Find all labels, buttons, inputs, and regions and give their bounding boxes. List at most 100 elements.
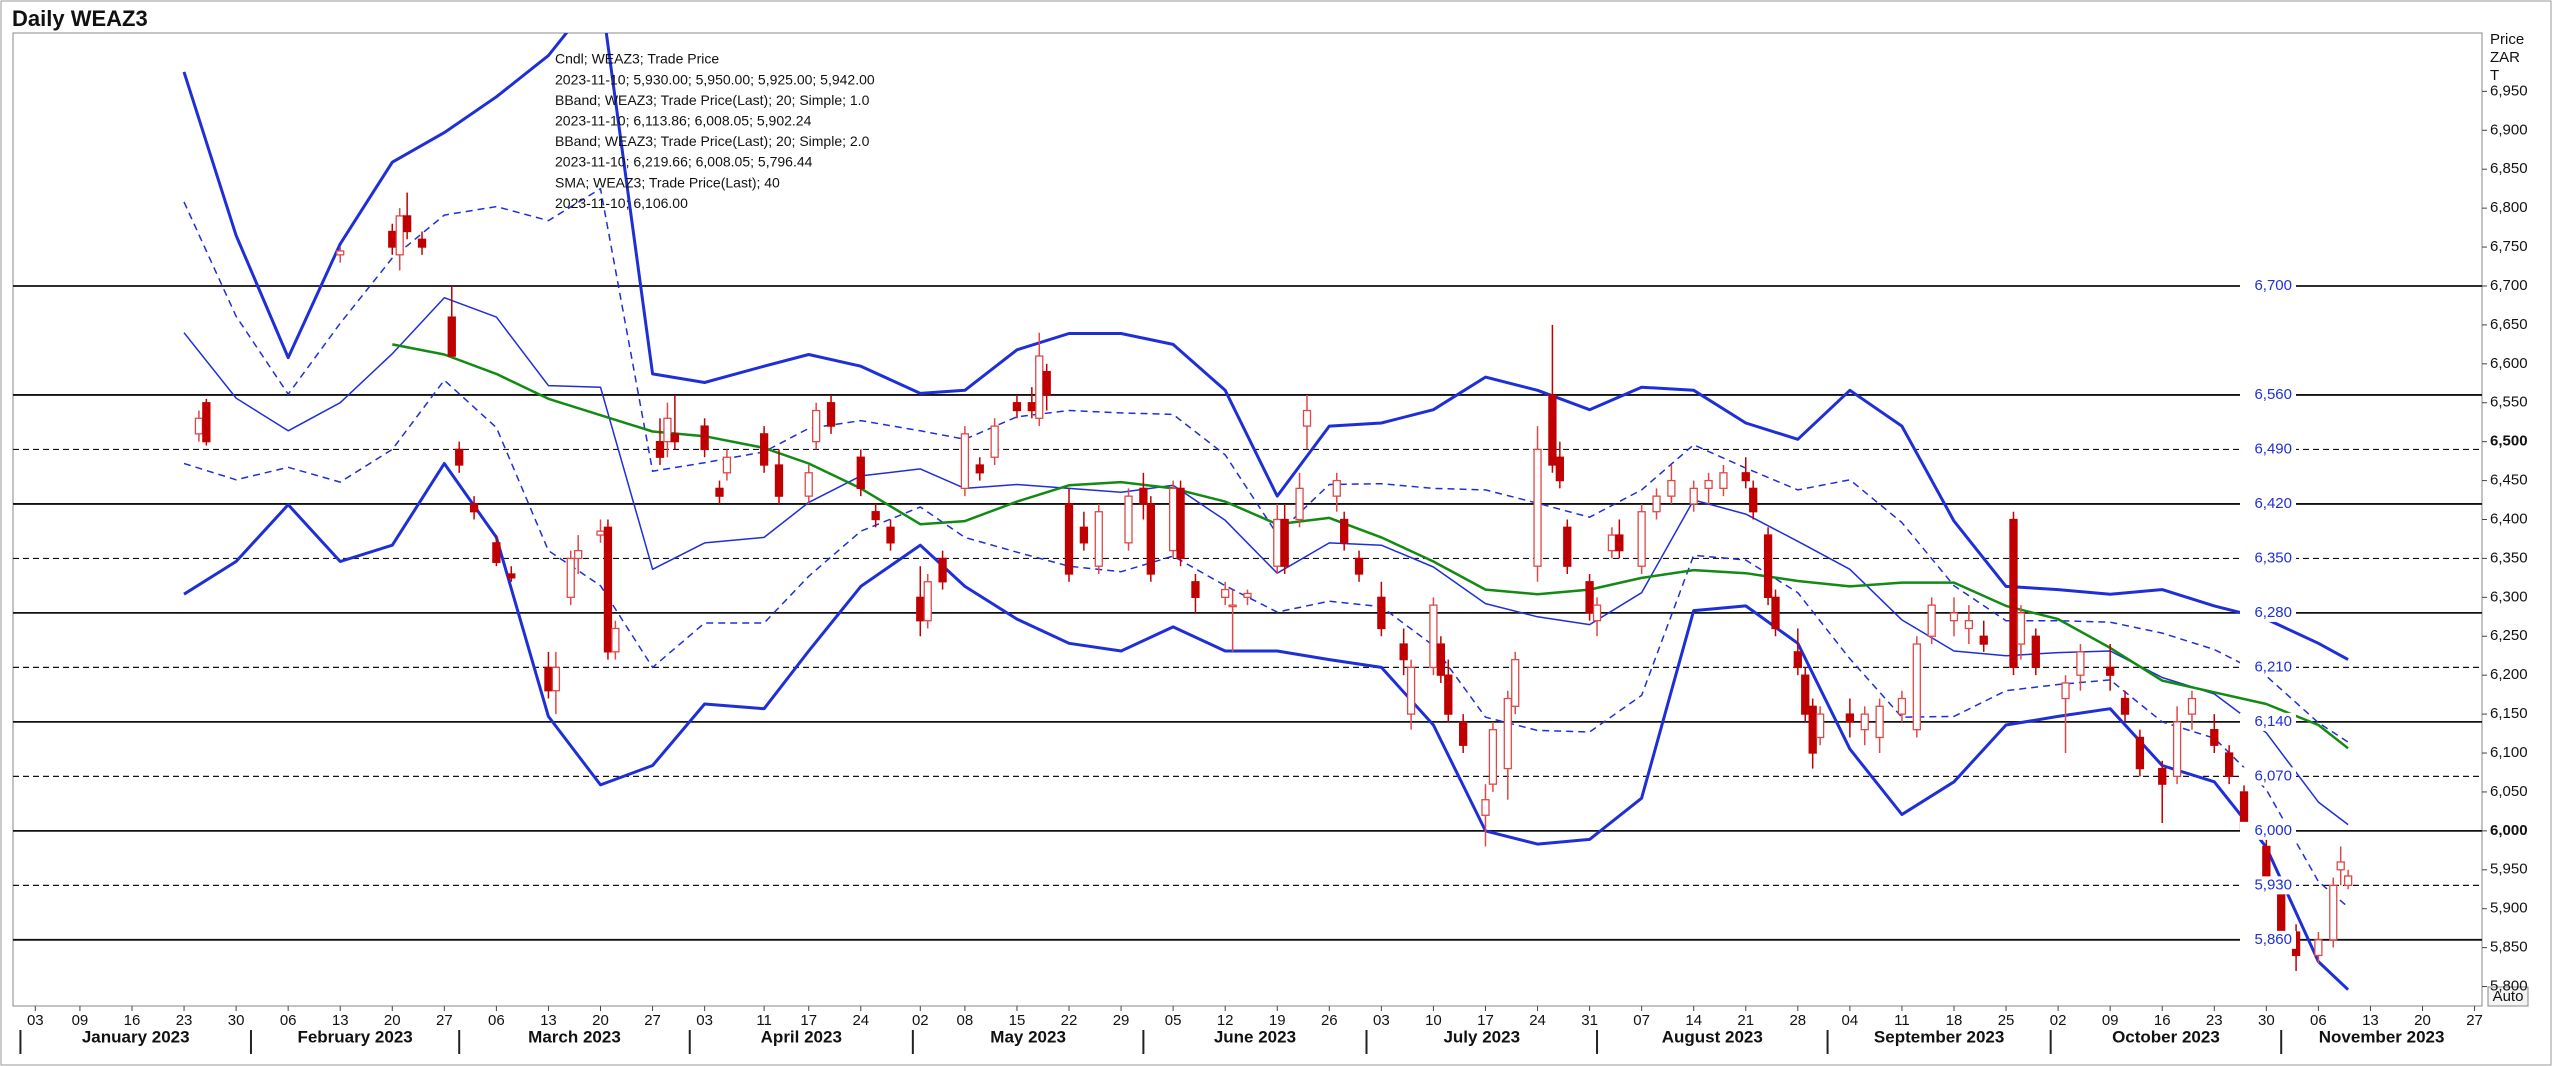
y-tick-label: 6,600 [2490, 355, 2528, 372]
candle-body [1488, 729, 1498, 785]
x-tick-label: 08 [957, 1012, 974, 1029]
y-tick-label: 6,900 [2490, 121, 2528, 138]
candle-body [916, 596, 925, 622]
x-tick-label: 25 [1998, 1012, 2015, 1029]
candle-body [2336, 861, 2345, 871]
candle-body [2225, 752, 2234, 778]
legend-entry: SMA; WEAZ3; Trade Price(Last); 40 [555, 174, 780, 190]
candle-body [1124, 495, 1133, 544]
candle-body [1273, 518, 1282, 567]
candle-body [856, 456, 865, 490]
candle-body [715, 487, 724, 497]
x-tick-label: 17 [800, 1012, 817, 1029]
candle-body [1555, 456, 1564, 482]
candle-body [1607, 534, 1617, 552]
candle-body [1667, 479, 1676, 497]
x-tick-label: 20 [384, 1012, 401, 1029]
auto-button[interactable] [2487, 986, 2529, 1007]
x-tick-label: 30 [228, 1012, 245, 1029]
y-tick-label: 6,150 [2490, 705, 2528, 722]
candle-body [1801, 674, 1810, 715]
x-tick-label: 27 [2466, 1012, 2483, 1029]
candle-body [1027, 402, 1036, 412]
candle-body [1436, 643, 1446, 676]
y-tick-label: 6,850 [2490, 160, 2528, 177]
legend-entry: 2023-11-10; 6,106.00 [555, 195, 688, 211]
axis-label: ZAR [2490, 49, 2520, 66]
axis-label: Price [2490, 31, 2524, 48]
level-label: 5,860 [2254, 931, 2292, 948]
y-tick-label: 6,550 [2490, 394, 2528, 411]
level-label-bg [2240, 821, 2296, 840]
candle-body [1771, 596, 1780, 630]
candle-body [336, 250, 345, 256]
x-tick-label: 03 [1373, 1012, 1390, 1029]
x-tick-label: 29 [1113, 1012, 1130, 1029]
level-label: 6,140 [2254, 713, 2292, 730]
y-tick-label: 6,700 [2490, 277, 2528, 294]
indicator-line [183, 379, 2349, 908]
x-tick-label: 06 [2310, 1012, 2327, 1029]
x-tick-label: 22 [1061, 1012, 1078, 1029]
level-label: 6,000 [2254, 822, 2292, 839]
indicator-line [183, 462, 2350, 991]
candle-body [655, 441, 665, 458]
candle-body [2187, 697, 2197, 715]
x-tick-label: 03 [27, 1012, 44, 1029]
x-tick-label: 09 [2102, 1012, 2119, 1029]
candle-body [1243, 592, 1252, 598]
candle-body [395, 215, 404, 256]
y-tick-label: 6,200 [2490, 666, 2528, 683]
candle-body [2314, 939, 2323, 957]
level-label-bg [2240, 712, 2296, 731]
candle-body [1139, 487, 1148, 505]
x-tick-label: 14 [1685, 1012, 1702, 1029]
candle-body [1652, 495, 1661, 513]
legend-entry: 2023-11-10; 6,113.86; 6,008.05; 5,902.24 [555, 113, 812, 129]
month-label: March 2023 [528, 1027, 621, 1046]
x-tick-label: 05 [1165, 1012, 1182, 1029]
y-tick-label: 5,950 [2490, 861, 2528, 878]
candle-body [1340, 518, 1349, 544]
x-tick-label: 03 [696, 1012, 713, 1029]
candle-body [1221, 588, 1230, 598]
candle-body [1749, 487, 1758, 513]
candle-body [1228, 604, 1237, 608]
candle-body [1012, 402, 1022, 412]
level-label-bg [2240, 549, 2296, 568]
candle-body [975, 464, 984, 474]
candle-body [2210, 729, 2219, 746]
candle-body [1815, 713, 1825, 739]
candle-body [1949, 612, 1959, 622]
y-tick-label: 6,400 [2490, 510, 2528, 527]
candle-body [1406, 666, 1416, 715]
x-tick-label: 16 [2154, 1012, 2171, 1029]
candle-body [990, 425, 999, 458]
level-label: 6,700 [2254, 277, 2292, 294]
x-tick-label: 15 [1009, 1012, 1026, 1029]
auto-button-label[interactable]: Auto [2493, 988, 2524, 1005]
candle-body [1533, 448, 1542, 567]
level-label-bg [2240, 930, 2296, 949]
candle-body [1332, 479, 1341, 497]
candle-body [2016, 612, 2026, 645]
x-tick-label: 20 [2414, 1012, 2431, 1029]
month-label: November 2023 [2319, 1027, 2445, 1046]
x-tick-label: 23 [2206, 1012, 2223, 1029]
candle-body [447, 316, 456, 357]
y-tick-label: 6,350 [2490, 549, 2528, 566]
month-label: February 2023 [297, 1027, 412, 1046]
candle-body [1808, 705, 1817, 754]
candle-body [1191, 581, 1200, 598]
month-label: August 2023 [1662, 1027, 1763, 1046]
legend-entry: BBand; WEAZ3; Trade Price(Last); 20; Sim… [555, 133, 870, 149]
candle-body [566, 557, 575, 598]
x-tick-label: 13 [332, 1012, 349, 1029]
y-tick-label: 6,800 [2490, 199, 2528, 216]
candle-body [1295, 487, 1304, 521]
candle-body [2120, 697, 2130, 715]
x-tick-label: 24 [852, 1012, 869, 1029]
candle-body [663, 417, 672, 443]
y-tick-label: 5,800 [2490, 978, 2528, 995]
